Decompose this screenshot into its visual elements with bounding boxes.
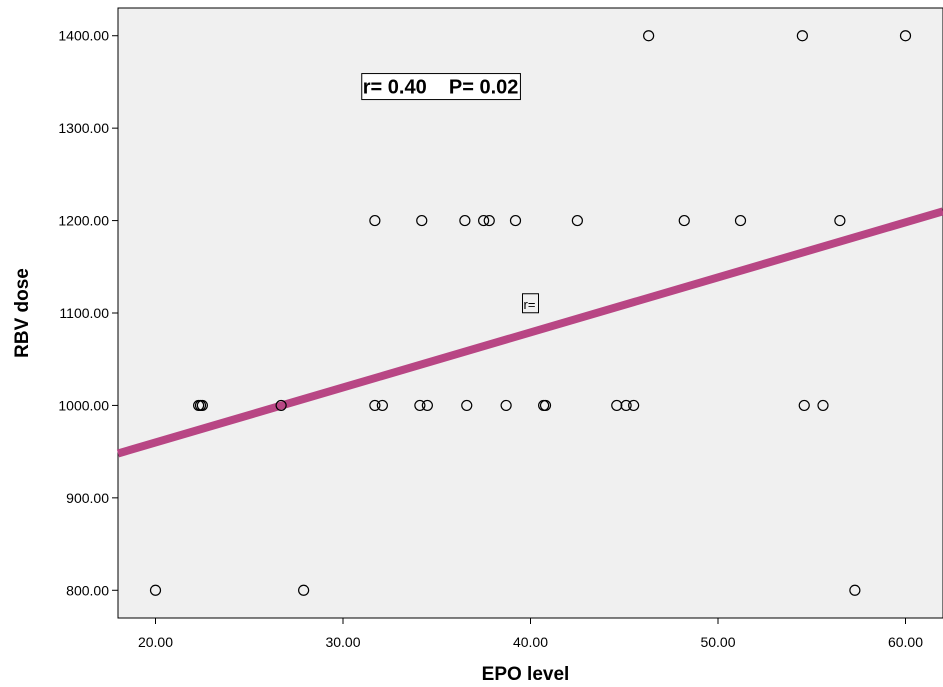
data-point [196,399,208,412]
data-point [459,214,471,227]
x-axis-title: EPO level [482,664,570,685]
data-point [899,30,912,42]
data-point [678,214,690,227]
x-tick-label: 40.00 [513,634,548,650]
y-axis: 800.00 900.00 1000.00 1100.00 1200.00 1300.00… [58,28,118,598]
data-point [478,214,490,227]
data-point [414,399,426,412]
data-point [643,30,655,42]
x-axis: 20.00 30.00 40.00 50.00 60.00 [138,618,923,650]
fit-line-label-box [522,293,539,314]
data-point [369,214,381,227]
y-tick-label: 900.00 [66,490,109,506]
data-points [149,30,912,596]
data-point [509,214,522,227]
x-tick-label: 50.00 [700,634,735,650]
data-point [796,30,808,42]
data-point [834,214,846,227]
data-point [620,399,632,412]
annotation-box [361,73,521,101]
data-point [483,214,495,227]
y-tick-label: 1200.00 [58,213,109,229]
data-point [369,399,381,412]
data-point [817,399,829,412]
fit-line-layer [116,207,943,458]
data-point [611,399,623,412]
data-point [461,399,473,412]
data-point [734,214,747,227]
y-tick-label: 1000.00 [58,397,109,413]
y-tick-label: 1100.00 [59,305,109,321]
data-point [421,399,433,412]
data-point [376,399,388,412]
data-point [849,584,861,596]
data-point [275,399,287,412]
x-tick-label: 60.00 [888,634,923,650]
data-point [539,399,552,412]
correlation-annotation: r= 0.40 P= 0.02 [361,73,521,101]
y-tick-label: 1400.00 [58,28,109,44]
y-axis-title: RBV dose [12,268,33,358]
x-tick-label: 20.00 [138,634,173,650]
x-tick-label: 30.00 [325,634,360,650]
data-point [798,399,810,412]
y-tick-label: 1300.00 [58,120,109,136]
regression-line [116,207,943,458]
data-point [416,214,428,227]
data-point [500,399,512,412]
fit-line-label-text: r= [524,297,536,312]
data-point [628,399,640,412]
y-tick-label: 800.00 [66,582,109,598]
data-point [149,584,162,596]
data-point [298,584,310,596]
data-point [571,214,583,227]
annotation-text: r= 0.40 P= 0.02 [363,77,519,99]
fit-line-label: r= [522,293,539,314]
